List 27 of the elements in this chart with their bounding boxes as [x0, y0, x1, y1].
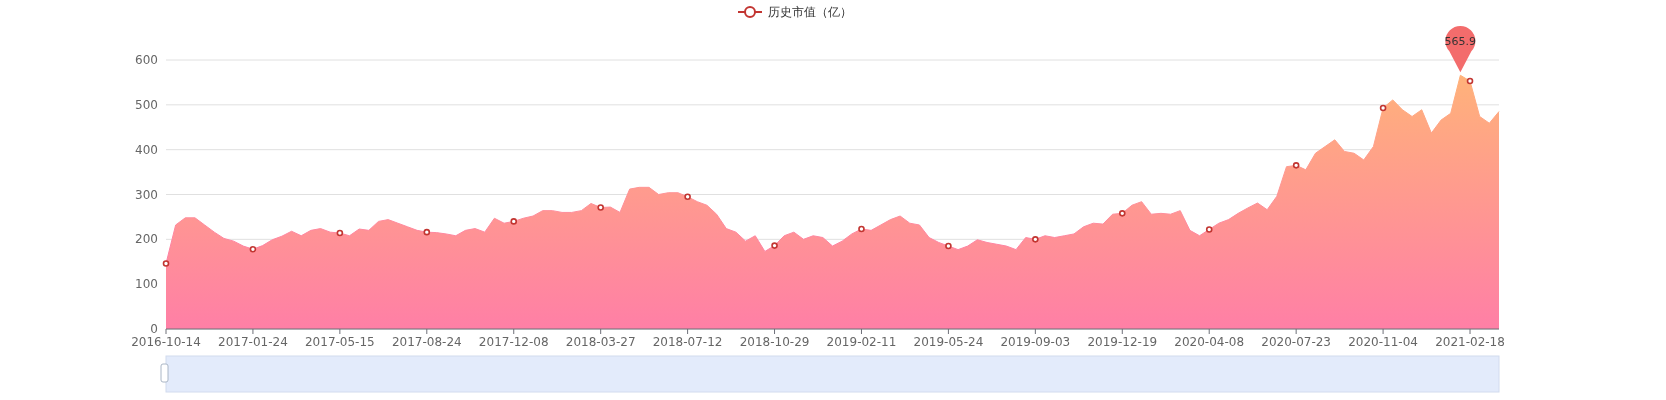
- y-tick-label: 300: [135, 187, 158, 202]
- x-tick-label: 2017-05-15: [304, 335, 375, 349]
- x-tick-label: 2018-07-12: [652, 335, 723, 349]
- y-tick-label: 200: [135, 232, 158, 247]
- y-tick-label: 0: [150, 322, 158, 336]
- x-tick-label: 2019-12-19: [1087, 335, 1158, 349]
- marker-pin: 565.9: [1444, 26, 1477, 73]
- legend-label: 历史市值（亿）: [768, 5, 852, 19]
- x-tick-label: 2020-11-04: [1348, 335, 1418, 349]
- x-tick-label: 2017-08-24: [391, 335, 462, 349]
- x-tick-label: 2019-05-24: [913, 335, 984, 349]
- y-tick-label: 400: [135, 142, 158, 157]
- x-tick-label: 2020-04-08: [1174, 335, 1245, 349]
- x-tick-label: 2018-03-27: [565, 335, 636, 349]
- x-tick-label: 2020-07-23: [1261, 335, 1332, 349]
- x-tick-label: 2017-12-08: [478, 335, 549, 349]
- y-tick-label: 500: [135, 97, 158, 112]
- x-tick-label: 2019-02-11: [826, 335, 897, 349]
- x-tick-label: 2017-01-24: [218, 335, 288, 349]
- x-tick-label: 2019-09-03: [1000, 335, 1071, 349]
- y-tick-label: 600: [135, 53, 158, 67]
- x-tick-label: 2018-10-29: [739, 335, 810, 349]
- annotation: 565.9: [1444, 35, 1477, 49]
- x-tick-label: 2021-02-18: [1435, 335, 1505, 349]
- y-tick-label: 100: [135, 277, 158, 292]
- x-tick-label: 2016-10-14: [131, 335, 201, 349]
- legend: 历史市值（亿）: [737, 5, 852, 19]
